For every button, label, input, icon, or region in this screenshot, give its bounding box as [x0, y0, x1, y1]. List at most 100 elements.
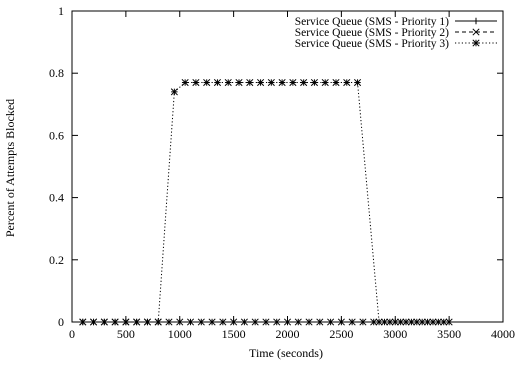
- y-axis-title: Percent of Attempts Blocked: [3, 99, 17, 237]
- legend-swatch-marker: [472, 28, 480, 36]
- series-3-point-stroke: [407, 318, 415, 326]
- series-3-point: [192, 78, 200, 87]
- series-3-point: [418, 318, 426, 326]
- series-2-point-stroke: [391, 318, 399, 326]
- series-2-point: [337, 318, 345, 326]
- series-3-point-stroke: [397, 318, 405, 326]
- series-2-point: [186, 318, 195, 326]
- series-3-point: [170, 88, 178, 96]
- series-3-point-stroke: [353, 78, 362, 87]
- legend-item: Service Queue (SMS - Priority 2): [295, 27, 497, 39]
- x-tick-label: 1500: [222, 327, 246, 341]
- y-tick-label: 1: [58, 4, 64, 18]
- x-tick-label: 3000: [383, 327, 407, 341]
- series-3-point: [386, 318, 394, 326]
- series-3-point-stroke: [418, 318, 426, 326]
- series-2-point-stroke: [176, 318, 184, 326]
- series-2-point-stroke: [219, 318, 227, 326]
- series-2-point: [176, 318, 184, 326]
- y-tick-label: 0.4: [49, 191, 64, 205]
- series-3-point-stroke: [375, 318, 383, 326]
- series-3-point-stroke: [111, 318, 119, 326]
- series-3-point: [300, 78, 308, 87]
- series-3-point: [278, 78, 286, 87]
- series-3-point: [133, 318, 141, 326]
- series-3-point: [100, 318, 108, 326]
- series-layer: [79, 78, 453, 326]
- series-2-point-stroke: [240, 318, 248, 326]
- plot-border: [71, 10, 504, 323]
- series-2-point-stroke: [402, 318, 410, 326]
- series-3-point: [122, 318, 130, 326]
- series-3-point: [397, 318, 405, 326]
- series-3-point: [143, 318, 151, 326]
- series-2-point: [230, 318, 238, 326]
- y-tick-label: 0.2: [49, 253, 64, 267]
- series-3-point-stroke: [321, 78, 329, 87]
- x-axis-title: Time (seconds): [249, 346, 323, 360]
- series-3-point-stroke: [79, 318, 87, 326]
- series-3: [79, 78, 448, 326]
- legend-item: Service Queue (SMS - Priority 1): [295, 16, 497, 28]
- series-3-point: [289, 78, 297, 87]
- x-tick-label: 2500: [329, 327, 353, 341]
- series-3-point-stroke: [278, 78, 286, 87]
- series-3-point: [181, 78, 189, 87]
- series-3-point-stroke: [133, 318, 141, 326]
- series-3-point-stroke: [213, 78, 222, 87]
- y-tick-label: 0.8: [49, 66, 64, 80]
- series-2-point-stroke: [359, 318, 367, 326]
- series-2-point-stroke: [327, 318, 335, 326]
- series-2-point-stroke: [370, 318, 378, 326]
- series-2-point: [294, 318, 302, 326]
- series-2-point-stroke: [348, 318, 356, 326]
- series-3-point: [213, 78, 222, 87]
- series-3-point: [321, 78, 329, 87]
- series-3-point: [224, 78, 232, 87]
- x-tick-label: 4000: [491, 327, 515, 341]
- series-2-point: [305, 318, 313, 326]
- series-3-point: [79, 318, 87, 326]
- series-3-point: [407, 318, 415, 326]
- series-2-point-stroke: [424, 318, 432, 326]
- series-3-point-stroke: [89, 318, 98, 326]
- series-2-point-stroke: [208, 318, 216, 326]
- series-3-point-stroke: [310, 78, 318, 87]
- series-3-point-stroke: [181, 78, 189, 87]
- series-2-point-stroke: [445, 318, 453, 326]
- legend: Service Queue (SMS - Priority 1)Service …: [295, 16, 497, 50]
- series-2-point: [391, 318, 399, 326]
- series-3-point-stroke: [289, 78, 297, 87]
- series-2-point: [219, 318, 227, 326]
- series-3-point-stroke: [170, 88, 178, 96]
- series-2-point: [316, 318, 324, 326]
- series-2-point: [359, 318, 367, 326]
- series-3-point: [429, 318, 437, 326]
- series-3-point-stroke: [429, 318, 437, 326]
- series-2-point: [348, 318, 356, 326]
- legend-swatch-marker: [472, 17, 480, 25]
- series-3-point-stroke: [154, 318, 162, 326]
- x-tick-label: 500: [117, 327, 135, 341]
- series-3-point-stroke: [332, 78, 340, 87]
- series-2-point: [413, 318, 421, 326]
- series-2-point: [402, 318, 410, 326]
- series-3-point: [111, 318, 119, 326]
- series-2-point-stroke: [251, 318, 259, 326]
- legend-label: Service Queue (SMS - Priority 2): [295, 27, 449, 39]
- legend-swatch-marker: [472, 39, 480, 47]
- legend-label: Service Queue (SMS - Priority 1): [295, 16, 449, 28]
- series-2-point-stroke: [413, 318, 421, 326]
- series-2-point: [208, 318, 216, 326]
- series-2-point: [445, 318, 453, 326]
- series-2-point: [283, 318, 292, 326]
- series-3-point-stroke: [100, 318, 108, 326]
- series-3-point: [235, 78, 243, 87]
- series-2-point: [197, 318, 205, 326]
- series-3-point-stroke: [192, 78, 200, 87]
- x-tick-label: 0: [69, 327, 75, 341]
- series-3-point-stroke: [300, 78, 308, 87]
- series-3-point-stroke: [224, 78, 232, 87]
